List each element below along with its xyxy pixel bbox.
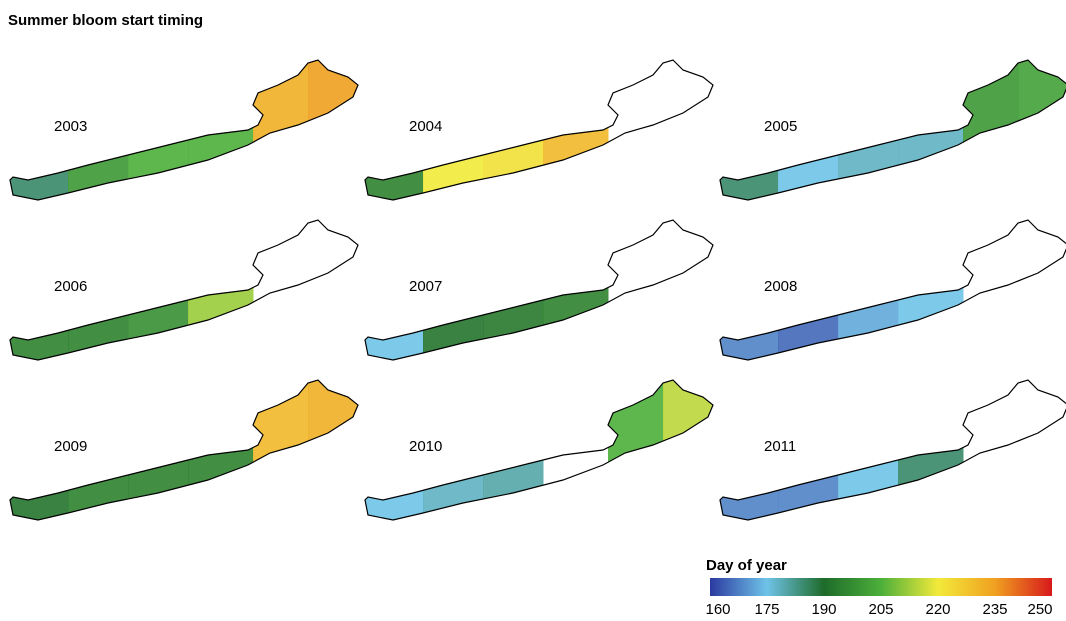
map-panel: 2009 (8, 375, 365, 525)
colorbar-tick-label: 190 (811, 601, 836, 618)
lake-fill (8, 215, 254, 365)
map-panel: 2006 (8, 215, 358, 365)
lake-segment (128, 215, 189, 365)
lake-segment (308, 55, 365, 205)
figure-title: Summer bloom start timing (8, 12, 203, 29)
map-panel: 2010 (363, 375, 720, 525)
year-label: 2009 (54, 438, 87, 455)
year-label: 2008 (764, 278, 797, 295)
colorbar-tick-label: 160 (705, 601, 730, 618)
colorbar (710, 578, 1052, 596)
colorbar-title: Day of year (706, 557, 787, 574)
map-panel: 2004 (363, 55, 713, 205)
map-panel: 2003 (8, 55, 365, 205)
year-label: 2010 (409, 438, 442, 455)
lake-segment (308, 375, 365, 525)
colorbar-tick-label: 220 (925, 601, 950, 618)
lake-segment (838, 215, 899, 365)
lake-segment (483, 215, 544, 365)
lake-segment (483, 375, 544, 525)
year-label: 2003 (54, 118, 87, 135)
year-label: 2004 (409, 118, 442, 135)
lake-segment (128, 375, 189, 525)
colorbar-tick-label: 250 (1027, 601, 1052, 618)
lake-fill (718, 375, 964, 525)
lake-fill (363, 215, 609, 365)
year-label: 2011 (764, 438, 796, 455)
map-panel: 2008 (718, 215, 1066, 365)
lake-segment (483, 55, 544, 205)
colorbar-tick-label: 175 (754, 601, 779, 618)
year-label: 2006 (54, 278, 87, 295)
lake-segment (128, 55, 189, 205)
colorbar-tick-label: 235 (982, 601, 1007, 618)
figure: Summer bloom start timing Day of year 20… (0, 0, 1066, 621)
map-panel: 2005 (718, 55, 1066, 205)
map-panel: 2011 (718, 375, 1066, 525)
year-label: 2005 (764, 118, 797, 135)
year-label: 2007 (409, 278, 442, 295)
lake-segment (663, 375, 720, 525)
lake-segment (838, 55, 899, 205)
lake-fill (363, 55, 609, 205)
colorbar-tick-label: 205 (868, 601, 893, 618)
map-panel: 2007 (363, 215, 713, 365)
lake-fill (718, 215, 964, 365)
lake-segment (838, 375, 899, 525)
